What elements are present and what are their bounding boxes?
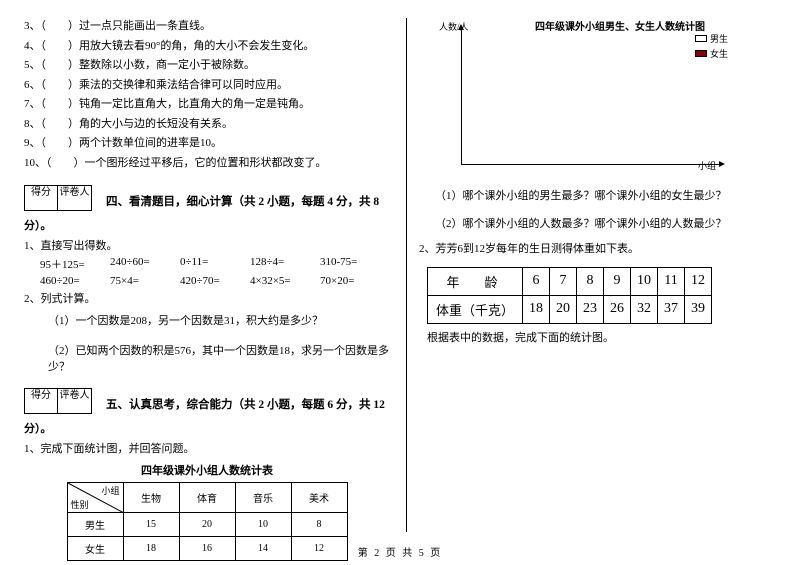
q2-label: 2、列式计算。 <box>24 290 390 306</box>
section-5-cont: 分）。 <box>24 420 390 436</box>
calc-cell: 0÷11= <box>180 256 250 272</box>
cell: 12 <box>685 267 712 295</box>
calc-row: 95＋125= 240÷60= 0÷11= 128÷4= 310-75= <box>40 256 390 272</box>
table-row: 男生 15 20 10 8 <box>67 513 347 537</box>
cell: 23 <box>577 295 604 323</box>
judgment-item: 4、（ ）用放大镜去看90°的角，角的大小不会发生变化。 <box>24 38 390 55</box>
q1-label: 1、直接写出得数。 <box>24 237 390 253</box>
cell: 20 <box>550 295 577 323</box>
cell: 26 <box>604 295 631 323</box>
col-header: 美术 <box>291 483 347 513</box>
score-cell: 评卷人 <box>58 388 92 414</box>
legend-box-icon <box>695 50 707 57</box>
right-column: 人数/人 四年级课外小组男生、女生人数统计图 小组 男生 女生 （1）哪个课外小… <box>407 0 800 540</box>
row-label: 男生 <box>67 513 123 537</box>
chart-title: 四年级课外小组男生、女生人数统计图 <box>535 18 705 33</box>
calc-cell: 420÷70= <box>180 275 250 287</box>
chart-legend: 男生 女生 <box>695 32 728 62</box>
score-box: 得分 评卷人 <box>24 185 92 211</box>
cell: 9 <box>604 267 631 295</box>
cell: 32 <box>631 295 658 323</box>
calc-cell: 75×4= <box>110 275 180 287</box>
stat-table-title: 四年级课外小组人数统计表 <box>24 462 390 478</box>
y-axis <box>461 28 462 164</box>
table-row: 体重（千克） 18 20 23 26 32 37 39 <box>428 295 712 323</box>
cell: 39 <box>685 295 712 323</box>
table-row: 年 龄 6 7 8 9 10 11 12 <box>428 267 712 295</box>
row-label: 体重（千克） <box>428 295 523 323</box>
row-label: 年 龄 <box>428 267 523 295</box>
score-row-4: 得分 评卷人 四、看清题目，细心计算（共 2 小题，每题 4 分，共 8 <box>24 185 390 211</box>
judgment-item: 9、（ ）两个计数单位间的进率是10。 <box>24 135 390 152</box>
col-header: 体育 <box>179 483 235 513</box>
question-a1: （1）哪个课外小组的男生最多？哪个课外小组的女生最少？ <box>435 188 776 206</box>
arrow-right-icon <box>719 161 725 167</box>
judgment-item: 7、（ ）钝角一定比直角大，比直角大的角一定是钝角。 <box>24 96 390 113</box>
calc-cell: 128÷4= <box>250 256 320 272</box>
cell: 10 <box>235 513 291 537</box>
x-axis <box>461 164 721 165</box>
judgment-list: 3、（ ）过一点只能画出一条直线。 4、（ ）用放大镜去看90°的角，角的大小不… <box>24 18 390 171</box>
section-4-cont: 分）。 <box>24 217 390 233</box>
calc-cell: 4×32×5= <box>250 275 320 287</box>
judgment-item: 6、（ ）乘法的交换律和乘法结合律可以同时应用。 <box>24 77 390 94</box>
cell: 37 <box>658 295 685 323</box>
judgment-item: 8、（ ）角的大小与边的长短没有关系。 <box>24 116 390 133</box>
diag-top: 小组 <box>101 484 119 497</box>
question-2-after: 根据表中的数据，完成下面的统计图。 <box>427 330 776 348</box>
legend-label: 男生 <box>710 32 728 45</box>
diag-bot: 性别 <box>71 498 89 511</box>
judgment-item: 10、（ ）一个图形经过平移后，它的位置和形状都改变了。 <box>24 155 390 172</box>
cell: 15 <box>123 513 179 537</box>
score-row-5: 得分 评卷人 五、认真思考，综合能力（共 2 小题，每题 6 分，共 12 <box>24 388 390 414</box>
judgment-item: 3、（ ）过一点只能画出一条直线。 <box>24 18 390 35</box>
weight-table: 年 龄 6 7 8 9 10 11 12 体重（千克） 18 20 23 26 … <box>427 267 712 324</box>
y-axis-label: 人数/人 <box>439 20 469 33</box>
score-cell: 得分 <box>24 388 58 414</box>
legend-box-icon <box>695 35 707 42</box>
calc-cell: 70×20= <box>320 275 390 287</box>
cell: 18 <box>523 295 550 323</box>
table-row: 小组 性别 生物 体育 音乐 美术 <box>67 483 347 513</box>
calc-row: 460÷20= 75×4= 420÷70= 4×32×5= 70×20= <box>40 275 390 287</box>
q2-2: （2）已知两个因数的积是576，其中一个因数是18，求另一个因数是多少？ <box>48 342 390 374</box>
col-header: 音乐 <box>235 483 291 513</box>
score-cell: 得分 <box>24 185 58 211</box>
page-footer: 第 2 页 共 5 页 <box>0 544 800 559</box>
legend-label: 女生 <box>710 47 728 60</box>
calc-cell: 240÷60= <box>110 256 180 272</box>
judgment-item: 5、（ ）整数除以小数，商一定小于被除数。 <box>24 57 390 74</box>
col-header: 生物 <box>123 483 179 513</box>
score-cell: 评卷人 <box>58 185 92 211</box>
chart-area: 人数/人 四年级课外小组男生、女生人数统计图 小组 男生 女生 <box>415 18 776 178</box>
q5-1: 1、完成下面统计图，并回答问题。 <box>24 440 390 456</box>
x-axis-label: 小组 <box>698 159 716 172</box>
cell: 7 <box>550 267 577 295</box>
cell: 11 <box>658 267 685 295</box>
legend-item: 男生 <box>695 32 728 45</box>
cell: 8 <box>291 513 347 537</box>
cell: 8 <box>577 267 604 295</box>
section-4-title: 四、看清题目，细心计算（共 2 小题，每题 4 分，共 8 <box>106 193 379 209</box>
question-2-intro: 2、芳芳6到12岁每年的生日测得体重如下表。 <box>419 241 776 259</box>
calc-cell: 460÷20= <box>40 275 110 287</box>
legend-item: 女生 <box>695 47 728 60</box>
diag-header: 小组 性别 <box>67 483 123 513</box>
cell: 20 <box>179 513 235 537</box>
calc-cell: 95＋125= <box>40 256 110 272</box>
cell: 10 <box>631 267 658 295</box>
left-column: 3、（ ）过一点只能画出一条直线。 4、（ ）用放大镜去看90°的角，角的大小不… <box>0 0 406 540</box>
cell: 6 <box>523 267 550 295</box>
q2-1: （1）一个因数是208，另一个因数是31，积大约是多少？ <box>48 312 390 328</box>
score-box: 得分 评卷人 <box>24 388 92 414</box>
section-5-title: 五、认真思考，综合能力（共 2 小题，每题 6 分，共 12 <box>106 396 385 412</box>
question-a2: （2）哪个课外小组的人数最多？哪个课外小组的人数最少？ <box>435 216 776 234</box>
calc-cell: 310-75= <box>320 256 390 272</box>
